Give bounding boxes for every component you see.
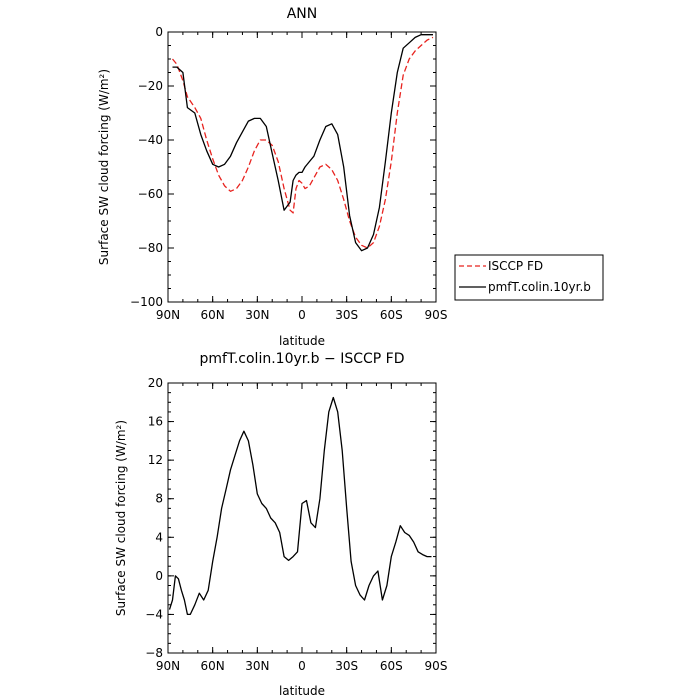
legend: ISCCP FD pmfT.colin.10yr.b bbox=[454, 254, 604, 301]
y-tick-label: 8 bbox=[155, 492, 163, 506]
x-tick-label: 30N bbox=[245, 659, 269, 673]
y-tick-label: 20 bbox=[148, 376, 163, 390]
series-line-top-0 bbox=[171, 36, 434, 249]
y-tick-label: −4 bbox=[145, 607, 163, 621]
x-ticks-bottom: 90N 60N 30N 0 30S 60S 90S bbox=[156, 383, 448, 673]
legend-box bbox=[454, 254, 604, 301]
y-axis-title-bottom: Surface SW cloud forcing (W/m²) bbox=[114, 420, 128, 616]
x-tick-label: 60S bbox=[380, 308, 403, 322]
y-tick-label: 0 bbox=[155, 569, 163, 583]
chart-panel-top: ANN 0−20−40−60−80−100 90N 60N 30N 0 30S 60S 90… bbox=[97, 6, 604, 348]
y-tick-label: −60 bbox=[138, 187, 163, 201]
panel-title-bottom: pmfT.colin.10yr.b − ISCCP FD bbox=[200, 351, 405, 367]
x-axis-title-top: latitude bbox=[279, 334, 325, 348]
x-tick-label: 0 bbox=[298, 659, 306, 673]
y-tick-label: 16 bbox=[148, 415, 163, 429]
x-tick-label: 60S bbox=[380, 659, 403, 673]
legend-label-model: pmfT.colin.10yr.b bbox=[488, 280, 591, 294]
y-tick-label: −20 bbox=[138, 79, 163, 93]
y-tick-label: 0 bbox=[155, 25, 163, 39]
y-axis-title-top: Surface SW cloud forcing (W/m²) bbox=[97, 69, 111, 265]
x-tick-label: 30S bbox=[335, 659, 358, 673]
chart-panel-bottom: pmfT.colin.10yr.b − ISCCP FD 20 16 12 8 4 0 −4… bbox=[114, 351, 447, 698]
y-ticks-top: 0 −20 −40 −60 −80 −100 bbox=[130, 25, 436, 309]
legend-label-isccp: ISCCP FD bbox=[488, 259, 543, 273]
series-line-top-1 bbox=[172, 34, 433, 252]
x-ticks-top: 90N 60N 30N 0 30S 60S 90S bbox=[156, 32, 448, 322]
x-tick-label: 90S bbox=[425, 308, 448, 322]
y-tick-label: −100 bbox=[130, 295, 163, 309]
y-tick-label: −8 bbox=[145, 646, 163, 660]
series-line-bottom-0 bbox=[168, 396, 432, 616]
x-tick-label: 90N bbox=[156, 308, 180, 322]
y-tick-label: 4 bbox=[155, 530, 163, 544]
x-tick-label: 30N bbox=[245, 308, 269, 322]
y-tick-label: −80 bbox=[138, 241, 163, 255]
plot-frame-top bbox=[167, 31, 437, 303]
x-axis-title-bottom: latitude bbox=[279, 684, 325, 698]
series-lines-top bbox=[171, 34, 434, 252]
panel-title-top: ANN bbox=[287, 6, 318, 22]
x-tick-label: 90N bbox=[156, 659, 180, 673]
series-lines-bottom bbox=[168, 396, 432, 616]
y-ticks-bottom: 20 16 12 8 4 0 −4 −8 bbox=[145, 376, 436, 660]
y-tick-label: −40 bbox=[138, 133, 163, 147]
x-tick-label: 60N bbox=[201, 308, 225, 322]
y-tick-label: 12 bbox=[148, 453, 163, 467]
x-tick-label: 60N bbox=[201, 659, 225, 673]
plot-frame-bottom bbox=[167, 382, 437, 654]
x-tick-label: 0 bbox=[298, 308, 306, 322]
x-tick-label: 90S bbox=[425, 659, 448, 673]
x-tick-label: 30S bbox=[335, 308, 358, 322]
